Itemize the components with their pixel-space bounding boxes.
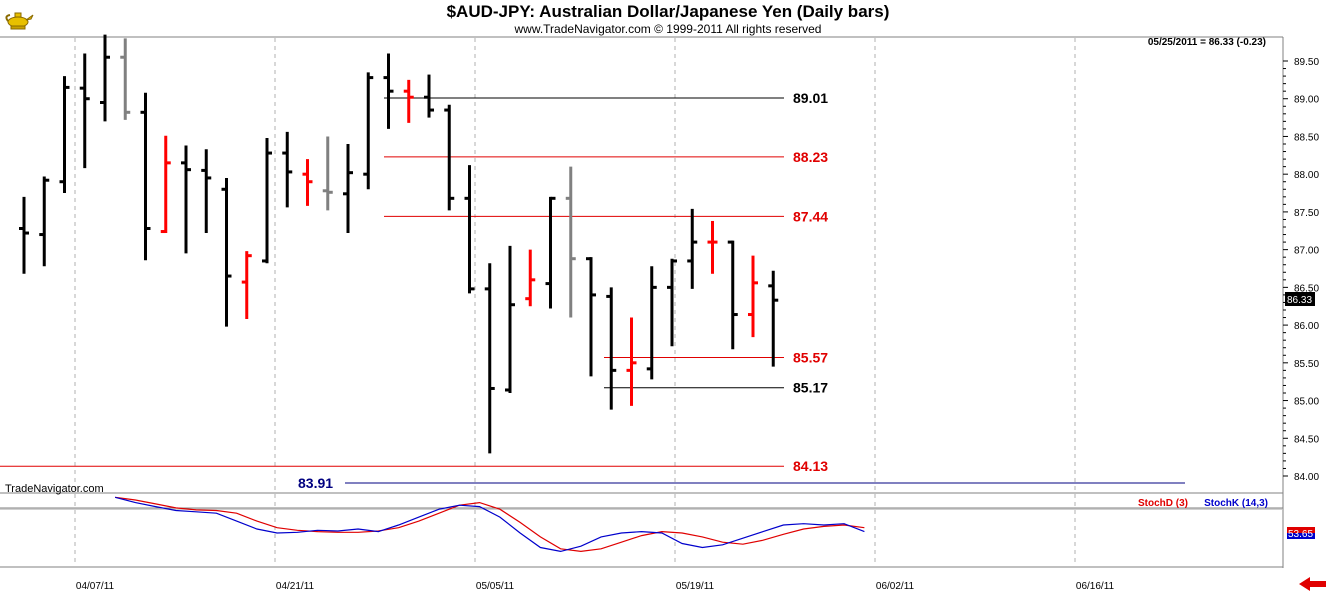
ohlc-bar xyxy=(39,176,50,267)
watermark-label: TradeNavigator.com xyxy=(5,483,104,495)
ohlc-bar xyxy=(545,196,556,309)
ohlc-bar xyxy=(565,166,576,318)
ohlc-bar xyxy=(586,257,596,377)
level-label: 83.91 xyxy=(298,475,333,491)
y-tick-label: 89.50 xyxy=(1294,57,1319,68)
ohlc-bar xyxy=(241,251,252,320)
ohlc-bar xyxy=(140,92,151,261)
ohlc-bar xyxy=(727,240,738,350)
ohlc-bar xyxy=(363,72,374,190)
x-tick-label: 05/05/11 xyxy=(476,581,515,592)
x-tick-label: 06/02/11 xyxy=(876,581,915,592)
ohlc-bar xyxy=(606,287,617,410)
ohlc-bar xyxy=(302,159,313,206)
last-quote: 05/25/2011 = 86.33 (-0.23) xyxy=(1148,37,1266,48)
ohlc-bar xyxy=(322,136,333,211)
stochd-legend: StochD (3) xyxy=(1138,498,1188,509)
ohlc-bar xyxy=(525,249,536,307)
ohlc-bar xyxy=(646,266,657,380)
vertical-gridlines xyxy=(74,38,1076,566)
ohlc-bar xyxy=(120,38,131,120)
chart-title: $AUD-JPY: Australian Dollar/Japanese Yen… xyxy=(446,2,890,21)
ohlc-bar xyxy=(383,53,394,129)
y-tick-label: 87.00 xyxy=(1294,246,1319,257)
ohlc-bar xyxy=(19,196,29,274)
ohlc-bar xyxy=(667,258,677,347)
y-tick-label: 84.00 xyxy=(1294,472,1319,483)
ohlc-bar xyxy=(403,79,414,123)
y-axis-ticks: 89.50 89.00 88.50 88.00 87.50 87.00 86.50 86.00… xyxy=(1283,57,1319,483)
ohlc-bar xyxy=(79,53,90,169)
copyright-notice: www.TradeNavigator.com © 1999-2011 All r… xyxy=(514,22,822,36)
ohlc-bar xyxy=(221,177,232,327)
ohlc-bar xyxy=(100,34,110,122)
back-arrow-icon[interactable] xyxy=(1298,576,1328,592)
y-tick-label: 85.50 xyxy=(1294,359,1319,370)
level-label: 89.01 xyxy=(793,90,828,106)
ohlc-bar xyxy=(282,131,293,208)
level-label: 88.23 xyxy=(793,149,828,165)
ohlc-bar xyxy=(768,270,779,367)
stoch-value-box-k xyxy=(1287,533,1315,539)
ohlc-bar xyxy=(484,263,495,454)
y-tick-label: 88.50 xyxy=(1294,132,1319,143)
x-tick-label: 05/19/11 xyxy=(676,581,715,592)
ohlc-bar xyxy=(748,255,758,338)
level-label: 85.17 xyxy=(793,380,828,396)
stochk-legend: StochK (14,3) xyxy=(1204,498,1268,509)
y-tick-label: 86.00 xyxy=(1294,321,1319,332)
y-tick-label: 87.50 xyxy=(1294,208,1319,219)
ohlc-bar xyxy=(687,208,698,289)
x-tick-label: 04/21/11 xyxy=(276,581,315,592)
y-tick-label: 85.00 xyxy=(1294,397,1319,408)
stochd-line xyxy=(115,496,865,553)
ohlc-bar xyxy=(160,135,171,234)
ohlc-bar xyxy=(464,165,475,294)
ohlc-bar xyxy=(201,149,212,234)
genie-lamp-icon xyxy=(4,4,34,32)
ohlc-bar xyxy=(707,220,718,274)
ohlc-bar xyxy=(181,145,191,254)
ohlc-bar xyxy=(424,74,434,118)
ohlc-bar xyxy=(444,104,455,211)
stochk-line xyxy=(114,496,865,553)
y-tick-label: 84.50 xyxy=(1294,434,1319,445)
x-axis-ticks: 04/07/11 04/21/11 05/05/11 05/19/11 06/02/11… xyxy=(76,581,1115,592)
level-label: 85.57 xyxy=(793,350,828,366)
x-tick-label: 04/07/11 xyxy=(76,581,115,592)
last-price-box xyxy=(1285,292,1315,306)
ohlc-bar xyxy=(626,317,637,406)
stochastic-panel xyxy=(0,496,1283,553)
x-tick-label: 06/16/11 xyxy=(1076,581,1115,592)
stoch-value-box-d xyxy=(1287,527,1315,533)
ohlc-bar xyxy=(505,245,515,393)
ohlc-bar xyxy=(59,76,70,194)
ohlc-bar xyxy=(343,144,353,234)
y-tick-label: 89.00 xyxy=(1294,95,1319,106)
ohlc-bars xyxy=(19,34,779,454)
y-tick-label: 86.50 xyxy=(1294,283,1319,294)
level-label: 84.13 xyxy=(793,458,828,474)
stoch-last-value: 53.65 xyxy=(1288,529,1313,540)
price-levels: 89.01 88.23 87.44 85.57 85.17 84.13 83.91 xyxy=(0,90,1185,491)
level-label: 87.44 xyxy=(793,208,828,224)
y-tick-label: 88.00 xyxy=(1294,170,1319,181)
ohlc-bar xyxy=(262,137,272,264)
last-price-label: 86.33 xyxy=(1287,295,1312,306)
